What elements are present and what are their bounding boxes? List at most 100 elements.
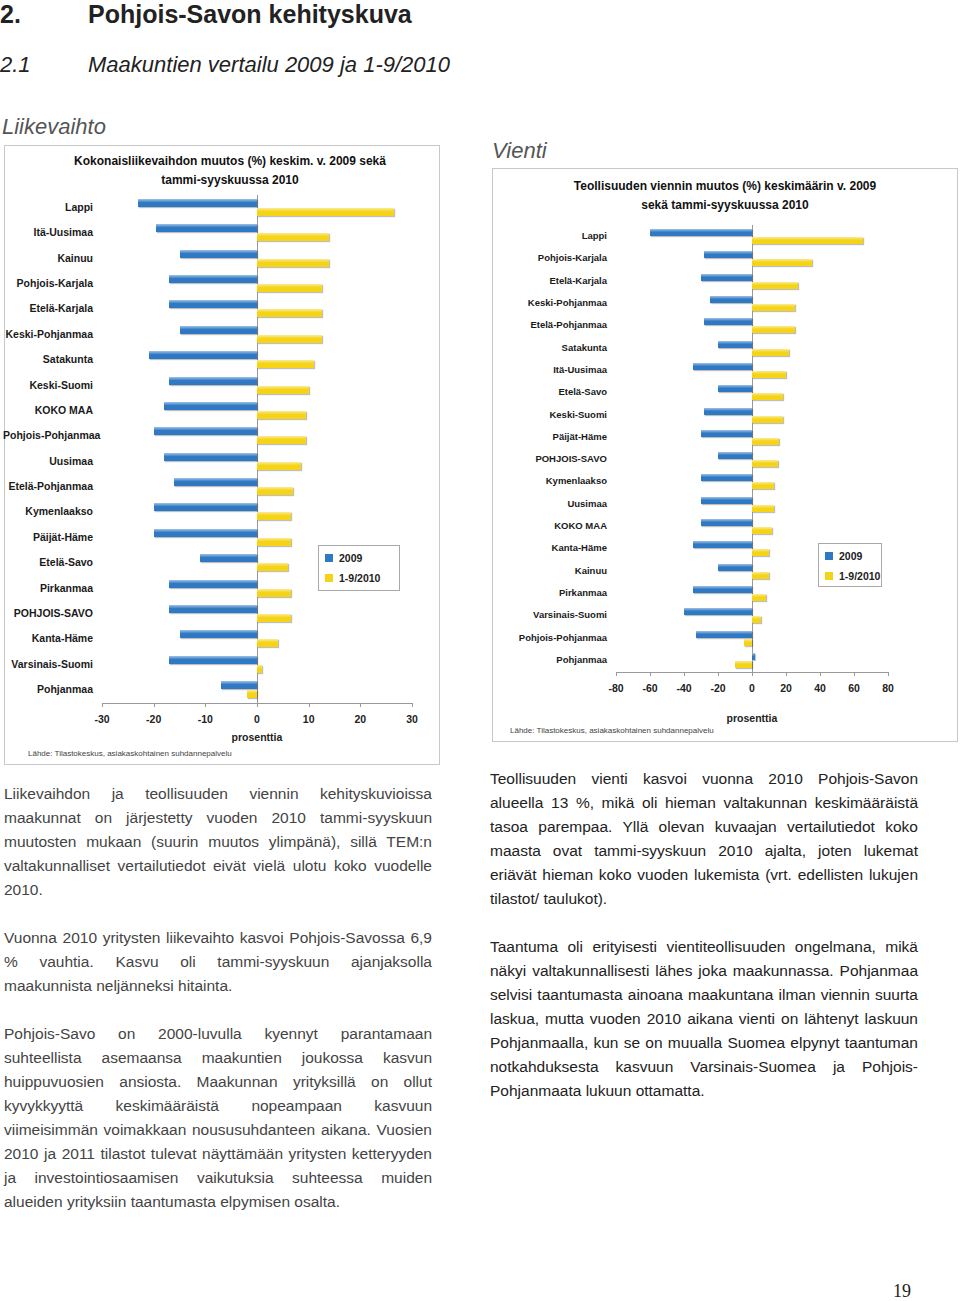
bar: [684, 608, 752, 615]
chart-title: Teollisuuden viennin muutos (%) keskimää…: [570, 177, 880, 215]
x-tick-label: -60: [630, 682, 670, 694]
x-tick-label: -10: [185, 713, 225, 725]
bar: [693, 363, 753, 370]
category-label: Päijät-Häme: [3, 531, 93, 543]
x-axis-label: prosenttia: [207, 731, 307, 743]
bar: [164, 402, 257, 410]
paragraph: Teollisuuden vienti kasvoi vuonna 2010 P…: [490, 767, 918, 911]
category-label: Keski-Pohjanmaa: [517, 297, 607, 308]
category-label: KOKO MAA: [3, 404, 93, 416]
category-label: Kymenlaakso: [3, 505, 93, 517]
category-label: Itä-Uusimaa: [517, 364, 607, 375]
legend-swatch: [325, 574, 333, 582]
legend-swatch: [325, 554, 333, 562]
bar: [752, 460, 778, 467]
page-number: 19: [893, 1281, 911, 1301]
category-label: Keski-Suomi: [3, 379, 93, 391]
category-label: POHJOIS-SAVO: [3, 607, 93, 619]
chapter-title: Pohjois-Savon kehityskuva: [88, 0, 412, 29]
bar: [257, 386, 309, 394]
x-tick: [718, 672, 719, 676]
paragraph: Vuonna 2010 yritysten liikevaihto kasvoi…: [4, 926, 432, 998]
x-tick: [102, 703, 103, 707]
bar: [752, 572, 769, 579]
bar: [169, 580, 257, 588]
bar: [257, 335, 322, 343]
bar: [696, 631, 752, 638]
category-label: Pirkanmaa: [3, 582, 93, 594]
bar: [257, 538, 291, 546]
bar: [752, 282, 798, 289]
x-tick-label: 0: [732, 682, 772, 694]
x-tick-label: 40: [800, 682, 840, 694]
bar: [718, 564, 752, 571]
bar: [174, 478, 257, 486]
category-label: Kymenlaakso: [517, 475, 607, 486]
legend-swatch: [825, 552, 833, 560]
x-tick-label: -30: [82, 713, 122, 725]
x-axis-label: prosenttia: [702, 712, 802, 724]
bar: [752, 482, 774, 489]
category-label: Etelä-Savo: [3, 556, 93, 568]
bar: [180, 250, 258, 258]
category-label: Kainuu: [517, 565, 607, 576]
bar: [257, 360, 314, 368]
x-tick: [154, 703, 155, 707]
legend-label: 1-9/2010: [339, 572, 380, 584]
category-label: Satakunta: [517, 342, 607, 353]
legend-swatch: [825, 572, 833, 580]
bar: [701, 474, 752, 481]
source-note: Lähde: Tilastokeskus, asiakaskohtainen s…: [28, 749, 232, 758]
plot-area: [616, 225, 888, 672]
category-label: Pohjanmaa: [517, 654, 607, 665]
x-tick-label: 10: [289, 713, 329, 725]
bar: [650, 229, 752, 236]
paragraph: Pohjois-Savo on 2000-luvulla kyennyt par…: [4, 1022, 432, 1214]
bar: [752, 326, 795, 333]
chart-heading: Vienti: [492, 138, 547, 164]
x-tick: [786, 672, 787, 676]
bar: [752, 594, 766, 601]
bar: [257, 462, 301, 470]
bar: [138, 199, 257, 207]
chart-title: Kokonaisliikevaihdon muutos (%) keskim. …: [60, 152, 400, 190]
bar: [752, 616, 761, 623]
bar: [752, 653, 755, 660]
bar: [752, 393, 783, 400]
category-label: Varsinais-Suomi: [3, 658, 93, 670]
bar: [752, 304, 795, 311]
category-label: Kanta-Häme: [3, 632, 93, 644]
page: { "header": { "chapter": "2.", "chapter_…: [0, 0, 960, 1301]
x-tick: [616, 672, 617, 676]
category-label: Itä-Uusimaa: [3, 226, 93, 238]
category-label: Uusimaa: [517, 498, 607, 509]
category-label: Satakunta: [3, 353, 93, 365]
x-tick-label: 20: [340, 713, 380, 725]
bar: [701, 430, 752, 437]
bar: [735, 661, 752, 668]
bar: [257, 589, 291, 597]
bar: [257, 208, 394, 216]
bar: [257, 233, 329, 241]
x-tick: [650, 672, 651, 676]
category-label: Keski-Pohjanmaa: [3, 328, 93, 340]
category-label: Lappi: [517, 230, 607, 241]
bar: [200, 554, 257, 562]
bar: [710, 296, 753, 303]
text-column: Liikevaihdon ja teollisuuden viennin keh…: [4, 782, 432, 1238]
legend-label: 1-9/2010: [839, 570, 880, 582]
bar: [704, 408, 752, 415]
category-label: Pohjois-Pohjanmaa: [3, 429, 93, 441]
chapter-number: 2.: [0, 0, 21, 29]
bar: [257, 436, 306, 444]
bar: [257, 487, 293, 495]
bar: [693, 541, 753, 548]
x-tick: [820, 672, 821, 676]
bar: [164, 453, 257, 461]
bar: [154, 427, 257, 435]
category-label: Etelä-Savo: [517, 386, 607, 397]
bar: [752, 549, 769, 556]
bar: [154, 529, 257, 537]
x-tick: [309, 703, 310, 707]
category-label: Pohjois-Karjala: [517, 252, 607, 263]
